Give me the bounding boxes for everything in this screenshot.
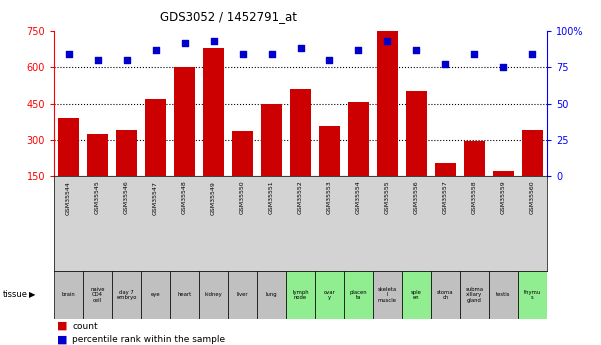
Bar bbox=[233, 131, 252, 212]
Bar bbox=[145, 99, 166, 212]
Bar bbox=[518, 271, 547, 319]
Text: lung: lung bbox=[266, 293, 277, 297]
Bar bbox=[112, 271, 141, 319]
Text: ▶: ▶ bbox=[29, 290, 35, 299]
Bar bbox=[87, 134, 108, 212]
Point bbox=[412, 47, 421, 53]
Text: heart: heart bbox=[177, 293, 192, 297]
Bar bbox=[170, 271, 199, 319]
Text: GSM35546: GSM35546 bbox=[124, 181, 129, 215]
Text: kidney: kidney bbox=[205, 293, 222, 297]
Text: GSM35549: GSM35549 bbox=[211, 181, 216, 215]
Text: naive
CD4
cell: naive CD4 cell bbox=[90, 287, 105, 303]
Point bbox=[441, 62, 450, 67]
Text: GSM35558: GSM35558 bbox=[472, 181, 477, 214]
Text: GSM35551: GSM35551 bbox=[269, 181, 274, 214]
Bar bbox=[349, 102, 368, 212]
Text: GSM35559: GSM35559 bbox=[501, 181, 506, 215]
Text: skeleta
l
muscle: skeleta l muscle bbox=[378, 287, 397, 303]
Point bbox=[469, 51, 479, 57]
Text: eye: eye bbox=[151, 293, 160, 297]
Point bbox=[296, 46, 305, 51]
Text: placen
ta: placen ta bbox=[350, 289, 367, 300]
Bar bbox=[261, 104, 282, 212]
Bar bbox=[435, 163, 456, 212]
Bar bbox=[257, 271, 286, 319]
Text: GSM35560: GSM35560 bbox=[530, 181, 535, 214]
Bar bbox=[228, 271, 257, 319]
Bar bbox=[54, 271, 83, 319]
Text: GSM35544: GSM35544 bbox=[66, 181, 71, 215]
Bar bbox=[141, 271, 170, 319]
Point bbox=[383, 38, 392, 44]
Bar bbox=[402, 271, 431, 319]
Bar bbox=[286, 271, 315, 319]
Point bbox=[151, 47, 160, 53]
Bar bbox=[522, 130, 543, 212]
Text: GSM35548: GSM35548 bbox=[182, 181, 187, 215]
Bar bbox=[83, 271, 112, 319]
Bar bbox=[58, 118, 79, 212]
Text: ■: ■ bbox=[57, 335, 67, 345]
Point bbox=[180, 40, 189, 46]
Text: tissue: tissue bbox=[2, 290, 28, 299]
Bar bbox=[117, 130, 136, 212]
Text: thymu
s: thymu s bbox=[524, 289, 541, 300]
Bar bbox=[203, 48, 224, 212]
Text: percentile rank within the sample: percentile rank within the sample bbox=[72, 335, 225, 344]
Text: GSM35553: GSM35553 bbox=[327, 181, 332, 215]
Bar bbox=[373, 271, 402, 319]
Text: day 7
embryо: day 7 embryо bbox=[117, 289, 137, 300]
Bar bbox=[199, 271, 228, 319]
Text: lymph
node: lymph node bbox=[292, 289, 309, 300]
Bar bbox=[319, 126, 340, 212]
Point bbox=[238, 51, 248, 57]
Text: ■: ■ bbox=[57, 321, 67, 331]
Point bbox=[499, 65, 508, 70]
Text: liver: liver bbox=[237, 293, 248, 297]
Text: GSM35545: GSM35545 bbox=[95, 181, 100, 215]
Text: GSM35550: GSM35550 bbox=[240, 181, 245, 214]
Point bbox=[122, 57, 132, 63]
Point bbox=[64, 51, 73, 57]
Text: stoma
ch: stoma ch bbox=[437, 289, 454, 300]
Bar bbox=[489, 271, 518, 319]
Text: testis: testis bbox=[496, 293, 511, 297]
Bar bbox=[406, 91, 427, 212]
Text: GSM35552: GSM35552 bbox=[298, 181, 303, 215]
Text: GSM35554: GSM35554 bbox=[356, 181, 361, 215]
Text: sple
en: sple en bbox=[411, 289, 422, 300]
Text: GSM35557: GSM35557 bbox=[443, 181, 448, 215]
Bar bbox=[377, 29, 398, 212]
Bar bbox=[431, 271, 460, 319]
Point bbox=[528, 51, 537, 57]
Bar bbox=[465, 141, 484, 212]
Point bbox=[325, 57, 334, 63]
Point bbox=[353, 47, 363, 53]
Text: GSM35547: GSM35547 bbox=[153, 181, 158, 215]
Bar bbox=[493, 171, 514, 212]
Point bbox=[93, 57, 102, 63]
Bar bbox=[315, 271, 344, 319]
Bar bbox=[344, 271, 373, 319]
Text: subma
xillary
gland: subma xillary gland bbox=[465, 287, 483, 303]
Bar bbox=[174, 67, 195, 212]
Text: ovar
y: ovar y bbox=[323, 289, 335, 300]
Text: GSM35555: GSM35555 bbox=[385, 181, 390, 214]
Point bbox=[209, 38, 218, 44]
Bar bbox=[290, 89, 311, 212]
Text: GDS3052 / 1452791_at: GDS3052 / 1452791_at bbox=[160, 10, 297, 23]
Bar bbox=[460, 271, 489, 319]
Text: count: count bbox=[72, 322, 98, 331]
Text: GSM35556: GSM35556 bbox=[414, 181, 419, 214]
Text: brain: brain bbox=[62, 293, 76, 297]
Point bbox=[267, 51, 276, 57]
